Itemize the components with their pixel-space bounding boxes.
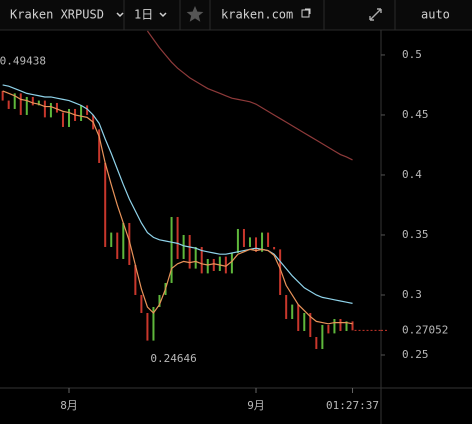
y-tick-label: 0.5 [402,48,422,61]
candle [230,252,233,274]
candle [279,249,282,295]
site-link[interactable]: kraken.com [221,8,311,22]
external-icon [301,9,310,18]
candle [261,232,264,252]
candle [37,100,40,106]
candle [176,216,179,259]
candle [7,100,10,109]
candle [98,129,101,163]
candle [218,256,221,271]
candle [158,294,161,307]
candle [194,246,197,269]
candle [140,294,143,313]
candle [273,246,276,250]
price-annotation: 0.24646 [150,352,196,365]
candle [291,304,294,319]
candle [25,96,28,115]
candle [200,246,203,274]
candle [31,96,34,106]
candle [188,234,191,269]
candle [86,105,89,115]
toolbar: Kraken XRPUSD 1日 kraken.com auto [0,0,472,31]
candle [297,304,300,331]
x-tick-label: 01:27:37 [326,399,379,412]
external-icon-arrow [305,8,311,14]
y-tick-label: 0.45 [402,108,429,121]
candle [19,93,22,115]
ma-line [146,30,353,161]
candle [116,232,119,259]
candle [285,294,288,319]
candle [242,228,245,247]
candle [255,237,258,252]
candle [309,312,312,337]
candle [224,256,227,274]
candle [104,162,107,247]
candle [303,312,306,331]
candle [315,336,318,349]
candle [61,112,64,127]
candle [236,228,239,253]
y-tick-label: 0.4 [402,168,422,181]
caret [116,12,124,18]
scale-button[interactable]: auto [421,8,450,22]
caret [159,12,167,18]
y-tick-label: 0.25 [402,348,429,361]
plot-area: 0.49438 0.24646 [0,30,354,365]
ma-line [2,84,353,304]
candle [146,312,149,341]
candle [110,232,113,247]
ma-line [2,90,353,325]
candle [122,222,125,259]
y-tick-label: 0.35 [402,228,429,241]
y-tick-label: 0.3 [402,288,422,301]
candle [49,102,52,118]
candle [327,324,330,334]
candle [248,237,251,247]
x-tick-label: 9月 [247,399,265,412]
candle [128,222,131,265]
symbol-button[interactable]: Kraken XRPUSD [10,8,124,22]
candle [321,324,324,349]
candle [182,234,185,259]
expand-button[interactable] [369,8,382,21]
candle [345,321,348,331]
x-tick-label: 8月 [60,399,78,412]
candle [68,108,71,127]
candle [55,102,58,113]
candle [267,232,270,247]
toolbar-bg [0,0,472,30]
site[interactable]: kraken.com [221,8,293,22]
candle [170,216,173,283]
candle [333,318,336,334]
price-annotation: 0.49438 [0,55,46,68]
candle [351,321,354,331]
last-price-label: 0.27052 [402,323,448,336]
interval[interactable]: 1日 [134,8,153,22]
candle [80,105,83,121]
candle [13,93,16,109]
candle [152,306,155,341]
candle [212,258,215,271]
star-button[interactable] [186,6,204,22]
candle [43,100,46,118]
candle [206,258,209,274]
candle [1,90,4,101]
symbol[interactable]: Kraken XRPUSD [10,8,104,22]
candle [339,318,342,331]
interval-button[interactable]: 1日 [134,8,167,22]
candle [134,264,137,295]
